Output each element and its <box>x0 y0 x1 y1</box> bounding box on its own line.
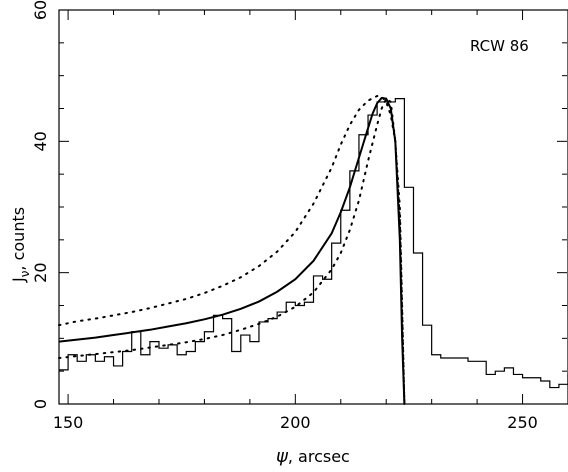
bound-curve-3 <box>58 97 406 405</box>
plot-frame <box>58 9 568 405</box>
y-axis-text: , counts <box>9 207 28 271</box>
annotation-label: RCW 86 <box>470 37 529 55</box>
plot-series <box>58 94 568 405</box>
y-axis-symbol: J <box>9 277 28 283</box>
x-tick-label: 250 <box>507 413 538 432</box>
model-curve <box>58 96 406 405</box>
x-tick-label: 200 <box>280 413 311 432</box>
y-tick-label: 40 <box>31 131 50 151</box>
x-tick-label: 150 <box>53 413 84 432</box>
y-tick-label: 60 <box>31 0 50 20</box>
x-axis-label: ψ, arcsec <box>276 446 350 467</box>
y-axis-subscript: ν <box>18 270 32 277</box>
y-tick-label: 20 <box>31 262 50 282</box>
histogram-series <box>59 98 568 389</box>
axis-ticks <box>59 9 568 405</box>
x-axis-text: , arcsec <box>288 447 350 466</box>
x-axis-symbol: ψ <box>276 446 289 467</box>
y-axis-label: Jν, counts <box>9 207 32 283</box>
tick-labels: 150 200 250 0 20 40 60 <box>31 0 538 432</box>
y-tick-label: 0 <box>31 399 50 409</box>
bound-curve-2 <box>58 94 406 405</box>
